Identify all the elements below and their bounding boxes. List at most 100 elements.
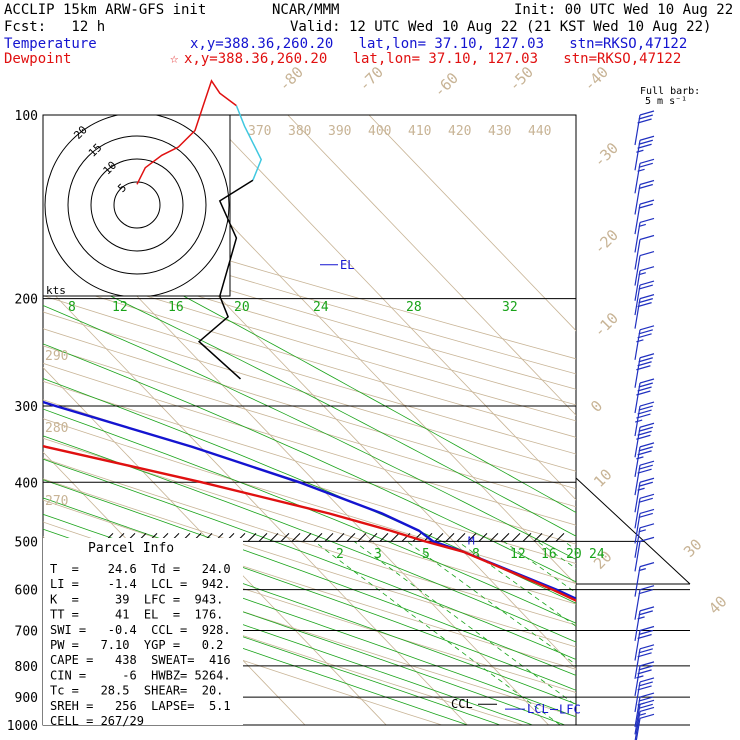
wind-barb-staff bbox=[634, 527, 641, 558]
wind-barb-flag bbox=[638, 464, 653, 470]
dry-adiabat-line bbox=[43, 311, 576, 472]
wind-barb-flag bbox=[639, 562, 655, 568]
mixing-ratio-label: 24 bbox=[313, 300, 329, 315]
wind-barb-flag bbox=[639, 606, 655, 612]
wind-barb-half bbox=[638, 272, 646, 276]
dry-adiabat-line bbox=[43, 218, 576, 375]
hodograph-ring bbox=[113, 181, 161, 229]
hodograph-ring bbox=[44, 115, 230, 296]
wind-barb-flag bbox=[639, 460, 655, 466]
wind-barb-flag bbox=[638, 446, 653, 452]
hatch-tick bbox=[401, 533, 411, 542]
wind-barb-flag bbox=[639, 661, 655, 667]
dry-adiabat-line bbox=[43, 328, 576, 490]
mixing-ratio-label: 3 bbox=[374, 547, 382, 562]
wind-barb-staff bbox=[634, 298, 641, 329]
wind-barb-staff bbox=[634, 382, 641, 414]
lfc-label: LFC bbox=[559, 702, 581, 716]
barb-legend-line1: Full barb: bbox=[640, 86, 700, 97]
hodograph-trace bbox=[235, 105, 263, 181]
pressure-tick-label: 200 bbox=[15, 293, 38, 308]
isotherm-label: -20 bbox=[590, 226, 622, 258]
theta-label: 380 bbox=[288, 124, 311, 139]
isotherm-label: -60 bbox=[430, 69, 462, 101]
hodograph-trace bbox=[197, 179, 254, 380]
wind-barb-flag bbox=[639, 135, 655, 141]
wind-barb-flag bbox=[638, 426, 653, 432]
wind-barb-flag bbox=[639, 325, 655, 331]
mixing-ratio-label: 20 bbox=[234, 300, 250, 315]
wind-barb-staff bbox=[634, 665, 641, 696]
wind-barb-flag bbox=[636, 434, 651, 440]
isotherm-label: -40 bbox=[580, 63, 612, 95]
wind-barb-flag bbox=[637, 450, 652, 456]
mixing-ratio-line bbox=[406, 541, 576, 666]
hatch-tick bbox=[368, 533, 378, 542]
mixing-ratio-label: 16 bbox=[541, 547, 557, 562]
hatch-tick bbox=[379, 533, 389, 542]
wind-barb-flag bbox=[638, 114, 653, 120]
wind-barb-flag bbox=[638, 405, 653, 411]
wind-barb-flag bbox=[639, 353, 655, 359]
wind-barb-flag bbox=[639, 280, 655, 286]
wind-barb-staff bbox=[634, 270, 641, 301]
wind-barb-flag bbox=[638, 703, 653, 709]
hatch-tick bbox=[555, 533, 565, 542]
wind-barb-flag bbox=[637, 633, 652, 640]
wind-barb-flag bbox=[639, 692, 655, 698]
parcel-info-row: LI = -1.4 LCL = 942. bbox=[50, 577, 231, 591]
isotherm-label: -50 bbox=[505, 63, 537, 95]
pressure-tick-label: 300 bbox=[15, 400, 38, 415]
hodograph-ring bbox=[90, 158, 184, 252]
wind-barb-staff bbox=[634, 239, 641, 270]
wind-barb-flag bbox=[638, 629, 653, 636]
parcel-info-row: CAPE = 438 SWEAT= 416 bbox=[50, 653, 231, 667]
dewpoint-profile-line bbox=[43, 444, 576, 602]
ccl-label: CCL bbox=[451, 697, 473, 711]
wind-barb-flag bbox=[639, 706, 655, 712]
theta-label: 400 bbox=[368, 124, 391, 139]
wind-barb-flag bbox=[638, 497, 653, 503]
isotherm-label: -30 bbox=[590, 139, 622, 171]
wind-barb-staff bbox=[634, 630, 641, 661]
hatch-tick bbox=[467, 533, 477, 542]
isotherm-line bbox=[43, 366, 387, 725]
wind-barb-flag bbox=[636, 390, 651, 396]
wind-barb-staff bbox=[634, 589, 641, 620]
pressure-tick-label: 100 bbox=[15, 109, 38, 124]
dewpoint-legend-label: Dewpoint bbox=[4, 51, 72, 67]
mixing-ratio-label: 20 bbox=[566, 547, 582, 562]
wind-barb-flag bbox=[638, 284, 653, 290]
moist-adiabat-line bbox=[43, 304, 576, 560]
mixing-ratio-label: 32 bbox=[502, 300, 518, 315]
theta-label: 410 bbox=[408, 124, 431, 139]
wind-barb-staff bbox=[634, 541, 641, 572]
isotherm-line bbox=[368, 115, 576, 332]
wind-barb-staff bbox=[634, 427, 641, 458]
hatch-tick bbox=[302, 533, 312, 542]
dry-adiabat-line bbox=[43, 418, 576, 584]
moist-adiabat-line bbox=[43, 567, 501, 725]
dry-adiabat-line bbox=[43, 591, 442, 725]
isotherm-line bbox=[287, 115, 576, 416]
hatch-tick bbox=[390, 533, 400, 542]
wind-barb-flag bbox=[638, 183, 653, 190]
wind-barb-flag bbox=[639, 536, 655, 542]
theta-label: 420 bbox=[448, 124, 471, 139]
wind-barb-half bbox=[637, 616, 645, 620]
dry-adiabat-line bbox=[43, 457, 576, 626]
temperature-profile-line bbox=[43, 400, 576, 600]
wind-barb-flag bbox=[636, 413, 651, 419]
hodograph-ring bbox=[67, 135, 207, 275]
wind-barb-flag bbox=[638, 162, 653, 168]
wind-barb-flag bbox=[638, 382, 653, 388]
isotherm-label: -70 bbox=[355, 63, 387, 95]
wind-barb-staff bbox=[634, 704, 641, 735]
hatch-tick bbox=[434, 533, 444, 542]
dry-adiabat-line bbox=[43, 437, 576, 605]
wind-barb-flag bbox=[639, 585, 655, 591]
wind-barb-staff bbox=[634, 140, 641, 171]
dry-adiabat-line bbox=[43, 279, 576, 438]
wind-barb-half bbox=[637, 487, 645, 491]
parcel-info-row: SWI = -0.4 CCL = 928. bbox=[50, 623, 231, 637]
